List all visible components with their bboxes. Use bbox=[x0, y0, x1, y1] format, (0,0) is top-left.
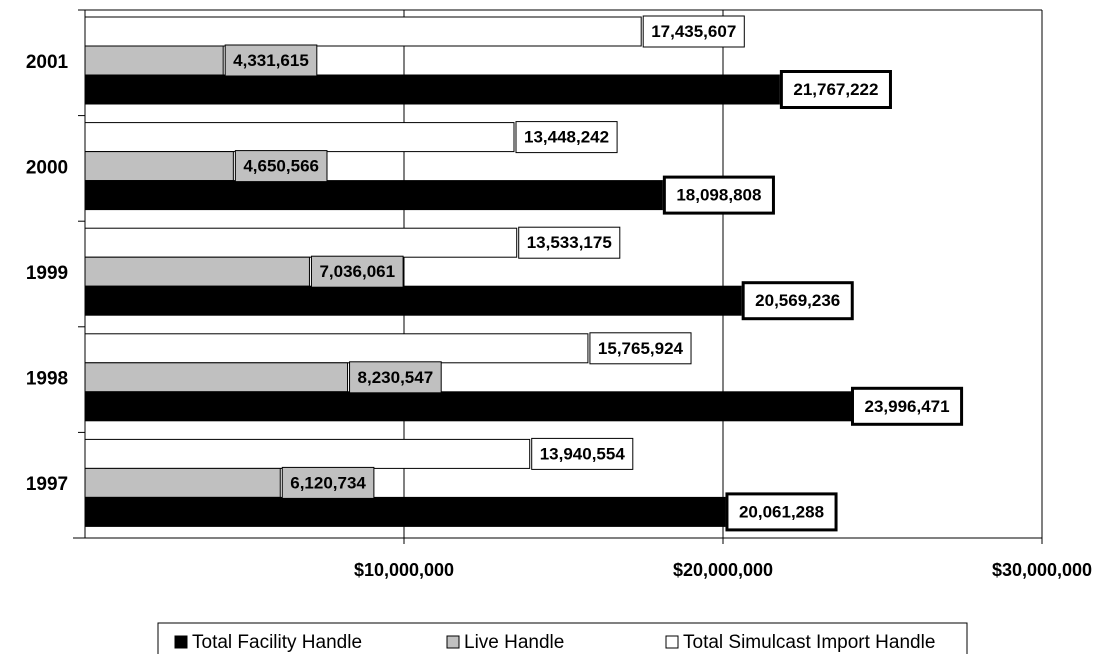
data-label: 6,120,734 bbox=[290, 473, 366, 492]
label-box bbox=[779, 70, 892, 109]
label-box bbox=[224, 44, 318, 77]
bar bbox=[84, 74, 780, 105]
label-box bbox=[589, 332, 692, 365]
bar bbox=[84, 180, 663, 211]
label-box bbox=[741, 281, 854, 321]
data-label: 13,533,175 bbox=[527, 233, 612, 252]
data-label: 4,331,615 bbox=[233, 51, 309, 70]
label-box bbox=[531, 437, 634, 470]
bar bbox=[84, 438, 531, 469]
legend-label: Total Simulcast Import Handle bbox=[683, 632, 935, 653]
label-box bbox=[518, 226, 621, 259]
bar bbox=[84, 467, 281, 498]
data-label: 4,650,566 bbox=[243, 157, 319, 176]
data-label: 21,767,222 bbox=[793, 80, 878, 99]
bar bbox=[84, 16, 642, 47]
data-label: 17,435,607 bbox=[651, 22, 736, 41]
x-tick-label: $30,000,000 bbox=[992, 560, 1092, 580]
data-label: 15,765,924 bbox=[598, 339, 684, 358]
data-label: 20,569,236 bbox=[755, 291, 840, 310]
x-tick-label: $10,000,000 bbox=[354, 560, 454, 580]
label-box bbox=[662, 175, 775, 215]
y-tick-label: 2001 bbox=[26, 52, 69, 73]
bar bbox=[84, 362, 349, 393]
data-label: 13,940,554 bbox=[540, 444, 626, 463]
bar bbox=[84, 256, 310, 287]
y-tick-label: 1998 bbox=[26, 369, 68, 390]
label-box bbox=[310, 255, 404, 288]
legend-swatch bbox=[665, 635, 679, 649]
label-box bbox=[515, 121, 618, 154]
bar bbox=[84, 333, 589, 364]
bar bbox=[84, 122, 515, 153]
x-tick-label: $20,000,000 bbox=[673, 560, 773, 580]
y-tick-label: 2000 bbox=[26, 157, 68, 178]
label-box bbox=[234, 150, 328, 183]
bar bbox=[84, 45, 224, 76]
y-tick-label: 1997 bbox=[26, 474, 68, 495]
bar bbox=[84, 227, 518, 258]
data-label: 20,061,288 bbox=[739, 502, 824, 521]
bar bbox=[84, 391, 851, 422]
bar bbox=[84, 151, 234, 182]
legend-swatch bbox=[174, 635, 188, 649]
label-box bbox=[349, 361, 442, 394]
data-label: 7,036,061 bbox=[319, 262, 395, 281]
label-box bbox=[850, 386, 964, 426]
y-tick-label: 1999 bbox=[26, 263, 68, 284]
legend-swatch bbox=[446, 635, 460, 649]
bar bbox=[84, 496, 726, 527]
label-box bbox=[642, 15, 745, 48]
bar bbox=[84, 285, 742, 316]
data-label: 8,230,547 bbox=[358, 368, 434, 387]
legend-box bbox=[157, 622, 968, 654]
legend-label: Live Handle bbox=[464, 632, 564, 653]
data-label: 18,098,808 bbox=[676, 186, 761, 205]
legend-label: Total Facility Handle bbox=[192, 632, 362, 653]
data-label: 23,996,471 bbox=[864, 397, 949, 416]
data-label: 13,448,242 bbox=[524, 128, 609, 147]
label-box bbox=[281, 466, 375, 499]
label-box bbox=[725, 492, 838, 532]
